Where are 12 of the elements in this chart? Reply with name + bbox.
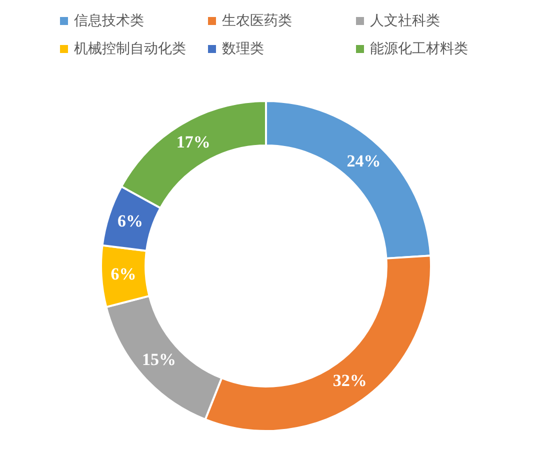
data-label: 24% (346, 151, 381, 170)
legend-label: 能源化工材料类 (370, 40, 468, 58)
legend-label: 人文社科类 (370, 12, 440, 30)
data-label: 6% (110, 264, 136, 284)
data-label: 6% (118, 211, 144, 230)
legend-label: 机械控制自动化类 (74, 40, 186, 58)
legend-label: 生农医药类 (222, 12, 292, 30)
data-label: 17% (176, 132, 210, 152)
data-label: 15% (142, 350, 176, 369)
data-label: 32% (332, 370, 367, 390)
legend-label: 信息技术类 (74, 12, 144, 30)
legend-label: 数理类 (222, 40, 264, 58)
